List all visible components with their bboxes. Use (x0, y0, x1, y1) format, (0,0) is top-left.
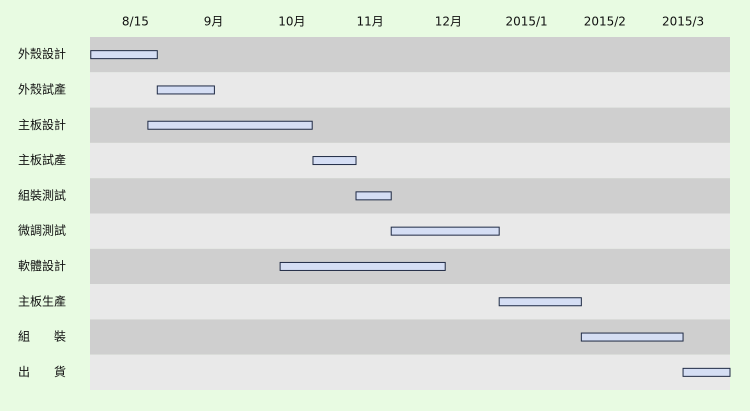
task-bar (580, 332, 684, 342)
task-bar (390, 226, 500, 236)
x-tick-label: 12月 (435, 15, 462, 29)
task-bar (355, 191, 392, 201)
task-bar (312, 156, 357, 166)
task-label: 主板生產 (18, 293, 66, 308)
x-tick-label: 11月 (356, 15, 383, 29)
task-bar (147, 120, 313, 130)
x-tick-label: 2015/2 (584, 15, 626, 29)
task-label: 組裝測試 (18, 187, 66, 202)
row-band (90, 37, 730, 73)
task-bar (90, 50, 158, 60)
task-bar (156, 85, 215, 95)
task-bar (498, 297, 582, 307)
x-tick-label: 9月 (204, 15, 224, 29)
row-band (90, 178, 730, 214)
task-label: 主板設計 (18, 117, 66, 132)
task-label: 外殼設計 (18, 46, 66, 61)
task-label: 組 裝 (18, 330, 66, 344)
task-label: 微調測試 (18, 223, 66, 238)
x-tick-label: 2015/1 (505, 15, 547, 29)
task-label: 出 貨 (18, 364, 66, 379)
x-tick-label: 2015/3 (662, 15, 704, 29)
task-bar (682, 367, 731, 377)
task-label: 軟體設計 (18, 258, 66, 273)
task-bar (279, 261, 446, 271)
x-tick-label: 8/15 (122, 15, 149, 29)
row-band (90, 142, 730, 179)
row-band (90, 354, 730, 390)
task-label: 外殼試產 (18, 81, 66, 96)
row-band (90, 284, 730, 320)
task-label: 主板試產 (18, 152, 66, 167)
x-tick-label: 10月 (278, 15, 305, 29)
